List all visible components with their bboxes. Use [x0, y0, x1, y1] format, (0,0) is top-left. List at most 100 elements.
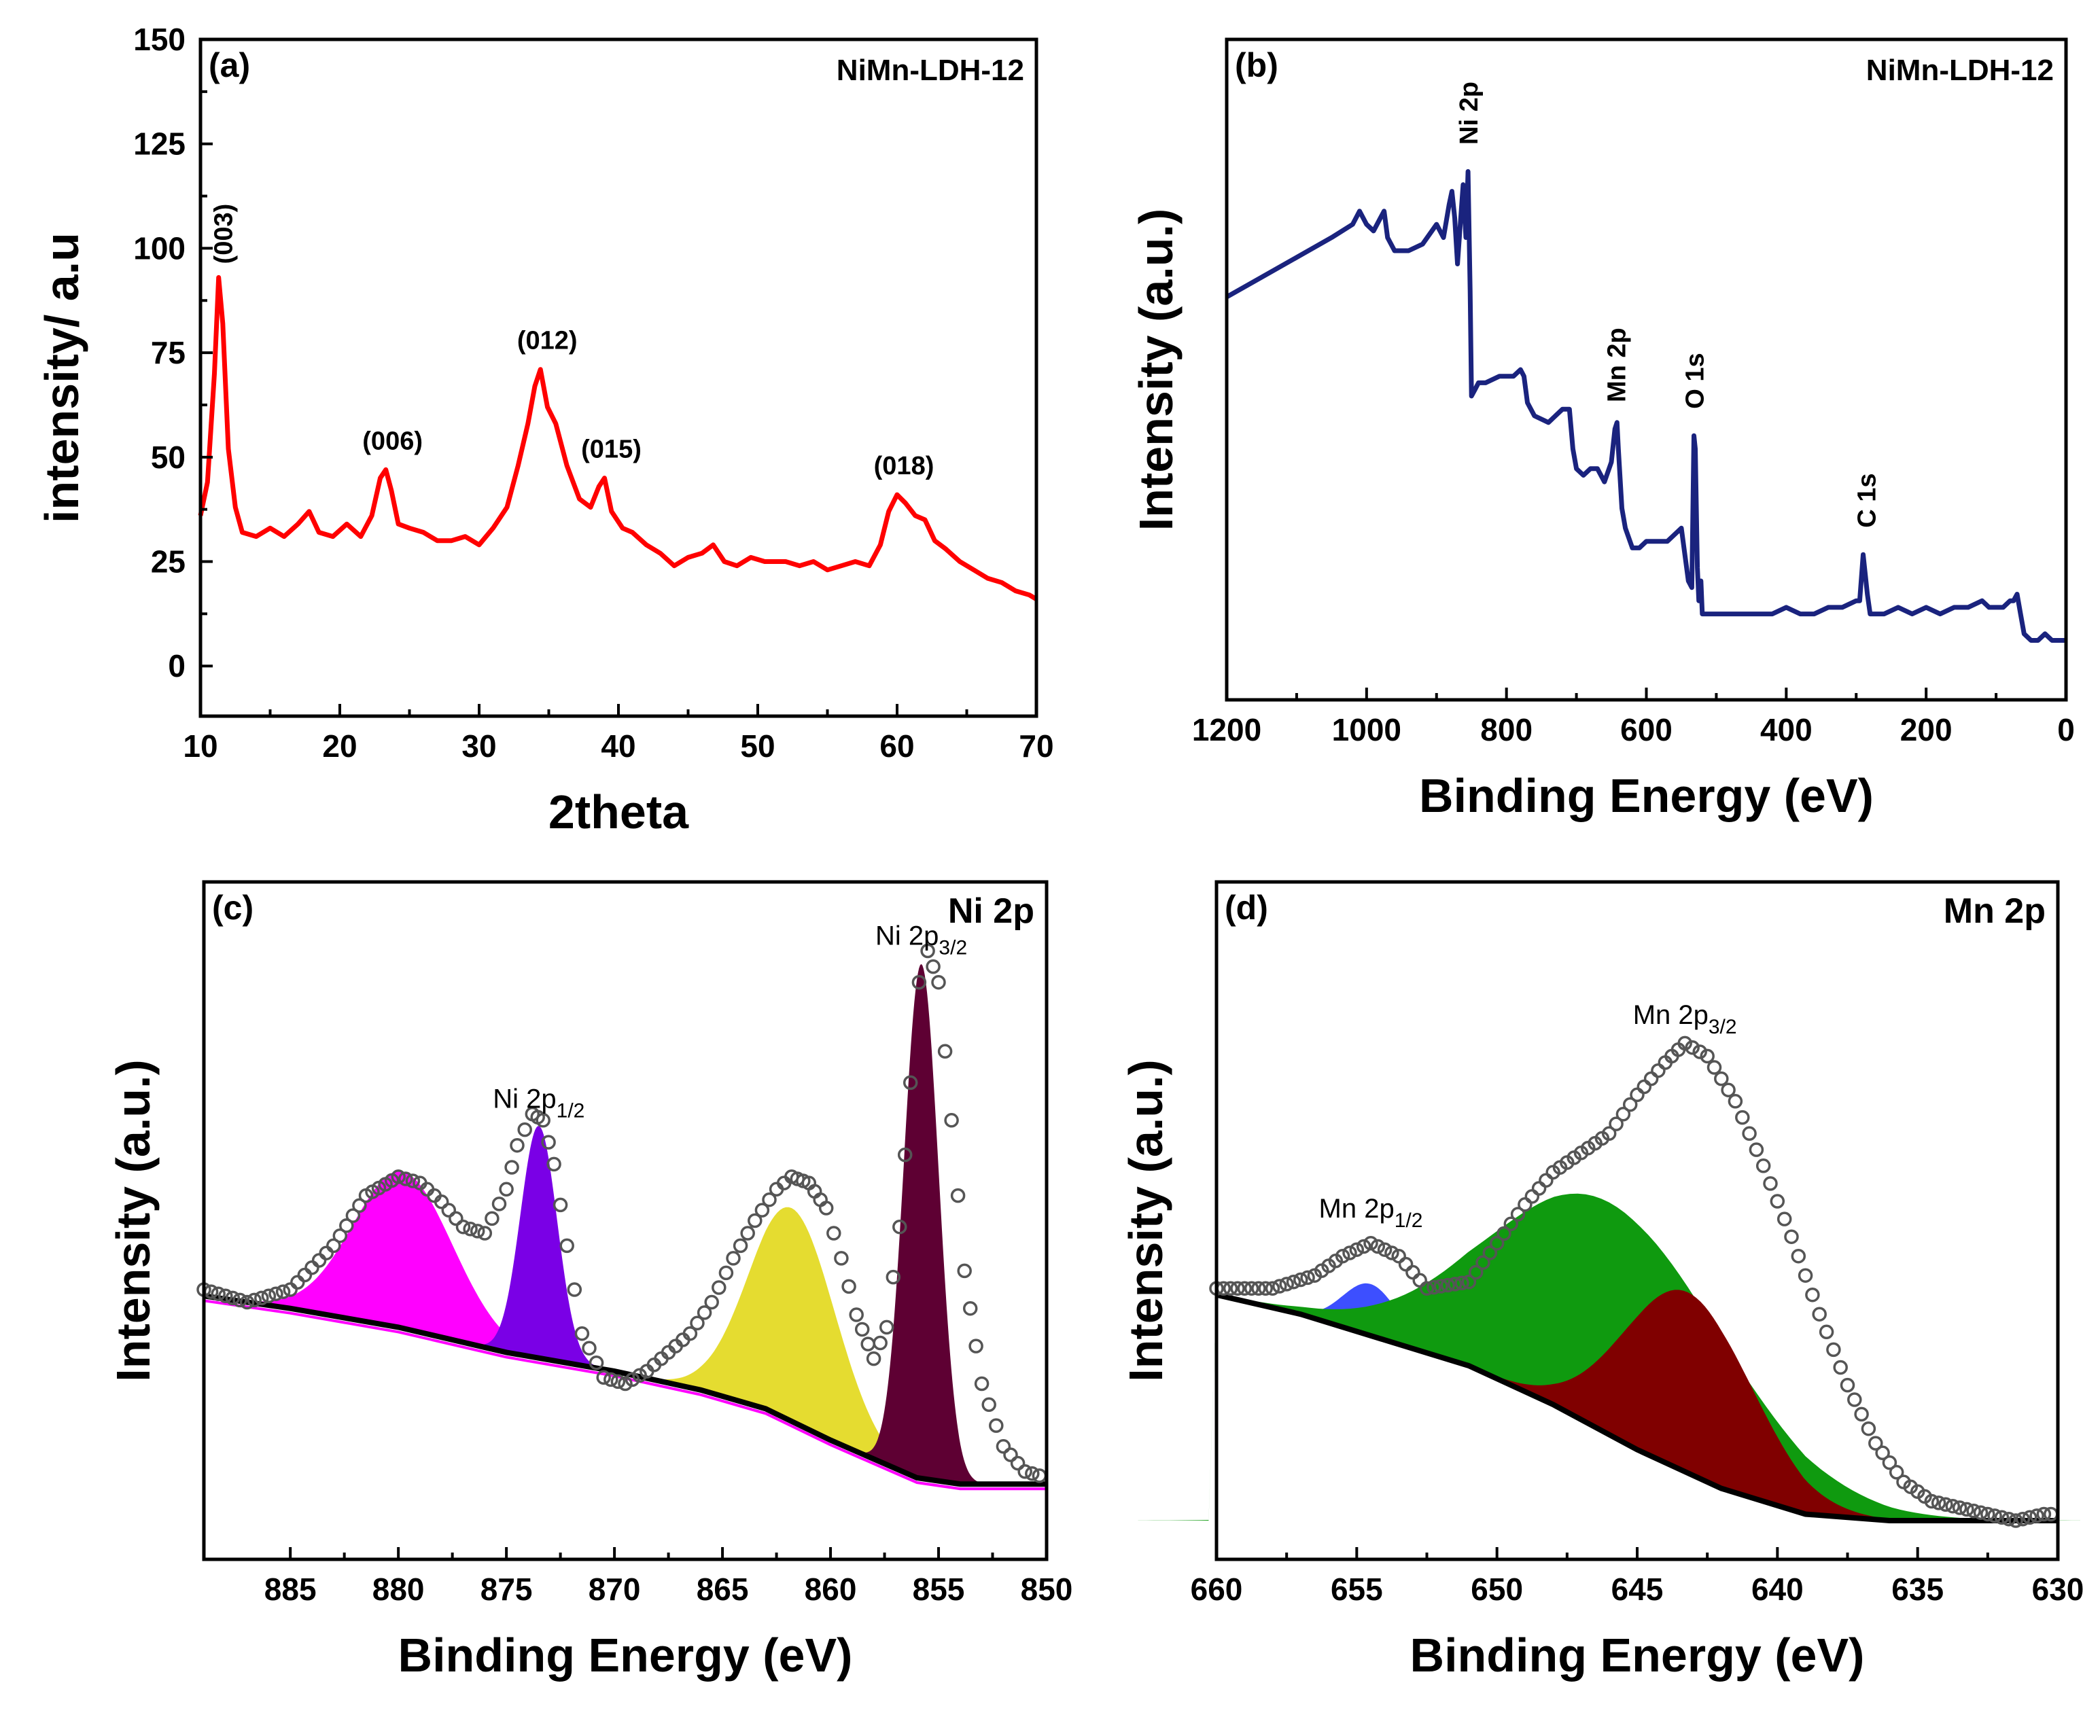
background-line-envelope	[203, 1299, 1047, 1491]
x-tick-label: 200	[1900, 712, 1953, 747]
data-point	[553, 1197, 568, 1213]
data-point	[1973, 1505, 1989, 1520]
data-point	[1875, 1445, 1890, 1461]
data-point	[1622, 1097, 1638, 1112]
data-point	[1510, 1207, 1526, 1222]
data-point	[311, 1253, 327, 1268]
y-tick-label: 150	[133, 22, 186, 57]
panel-label: (a)	[209, 46, 250, 84]
plot-frame	[1225, 37, 2068, 702]
data-point	[1924, 1493, 1940, 1509]
x-tick-label: 1000	[1332, 712, 1401, 747]
data-point	[2015, 1511, 2031, 1527]
data-point	[1398, 1256, 1414, 1272]
data-point	[491, 1197, 507, 1211]
data-point	[261, 1288, 277, 1304]
data-point	[441, 1203, 457, 1218]
x-tick-label: 855	[913, 1572, 965, 1607]
data-point	[1244, 1281, 1259, 1296]
y-axis-title: Intensity (a.u.)	[1119, 1059, 1172, 1381]
data-point	[559, 1238, 574, 1254]
x-tick-label: 860	[805, 1572, 857, 1607]
data-point	[504, 1160, 519, 1175]
data-point	[1384, 1245, 1399, 1260]
data-point	[957, 1263, 972, 1279]
data-point	[1630, 1087, 1645, 1103]
x-tick-label: 645	[1611, 1572, 1664, 1607]
data-point	[989, 1418, 1004, 1433]
data-point	[1643, 1071, 1659, 1086]
data-point	[247, 1292, 262, 1308]
x-tick-label: 400	[1760, 712, 1813, 747]
component-peak-3	[618, 1207, 965, 1485]
x-tick-label: 20	[322, 728, 357, 764]
data-point	[254, 1290, 269, 1306]
data-point	[1335, 1248, 1350, 1264]
data-point	[1685, 1040, 1700, 1055]
data-point	[1833, 1360, 1848, 1375]
peak-label: Ni 2p	[1455, 82, 1484, 145]
peak-label: Ni 2p1/2	[493, 1084, 584, 1122]
data-point	[2008, 1513, 2023, 1528]
data-point	[937, 1044, 953, 1059]
data-point	[704, 1294, 719, 1310]
series-line-1	[198, 274, 1038, 601]
data-point	[860, 1336, 875, 1351]
data-point	[405, 1173, 421, 1188]
component-peak-3	[1429, 1290, 1946, 1521]
data-point	[712, 1280, 727, 1295]
panel-label: (b)	[1235, 46, 1278, 84]
data-point	[1784, 1229, 1799, 1244]
data-point	[345, 1208, 361, 1223]
data-point	[2029, 1508, 2044, 1523]
experimental-points	[196, 943, 1047, 1483]
data-point	[1812, 1307, 1827, 1322]
data-point	[1840, 1377, 1855, 1393]
peak-label-sub: 3/2	[939, 936, 967, 959]
data-point	[1777, 1211, 1792, 1226]
data-point	[1791, 1248, 1806, 1264]
data-point	[1861, 1421, 1876, 1436]
peak-label: Mn 2p1/2	[1319, 1194, 1423, 1232]
data-point	[1356, 1239, 1371, 1254]
data-point	[632, 1368, 647, 1383]
data-point	[582, 1341, 597, 1356]
data-point	[218, 1288, 233, 1304]
data-point	[1749, 1142, 1764, 1157]
data-point	[1601, 1126, 1617, 1141]
x-tick-label: 870	[589, 1572, 641, 1607]
data-point	[1265, 1281, 1280, 1296]
data-point	[1461, 1274, 1477, 1290]
data-point	[879, 1319, 894, 1335]
data-point	[1251, 1281, 1266, 1296]
data-point	[517, 1122, 532, 1137]
panel-title: NiMn-LDH-12	[1866, 54, 2054, 87]
data-point	[1003, 1447, 1018, 1462]
data-point	[398, 1171, 413, 1186]
panel-b: 1200 1000 800 600 400 200 0 Binding Energy (eV)…	[1130, 37, 2075, 822]
peak-label: O 1s	[1681, 353, 1710, 408]
data-point	[1524, 1189, 1540, 1204]
data-point	[1959, 1502, 1974, 1517]
x-tick-label: 635	[1891, 1572, 1944, 1607]
panel-title: Mn 2p	[1944, 891, 2046, 931]
data-point	[962, 1300, 978, 1316]
data-point	[1714, 1071, 1729, 1086]
data-point	[1010, 1455, 1026, 1471]
data-point	[931, 974, 946, 990]
data-point	[1518, 1197, 1533, 1212]
x-tick-label: 880	[372, 1572, 425, 1607]
data-point	[718, 1265, 734, 1281]
data-point	[1405, 1264, 1420, 1280]
data-point	[1735, 1110, 1750, 1125]
x-tick-label: 1200	[1192, 712, 1261, 747]
data-point	[610, 1374, 626, 1389]
y-tick-label: 0	[168, 648, 186, 684]
data-point	[968, 1339, 983, 1353]
data-point	[1279, 1277, 1294, 1292]
data-point	[211, 1286, 226, 1301]
data-point	[1349, 1242, 1365, 1257]
panel-c: 885 880 875 870 865 860 855 850 Binding Energy (…	[107, 880, 1072, 1682]
panel-title: NiMn-LDH-12	[837, 54, 1024, 87]
background-line	[203, 1293, 1047, 1487]
